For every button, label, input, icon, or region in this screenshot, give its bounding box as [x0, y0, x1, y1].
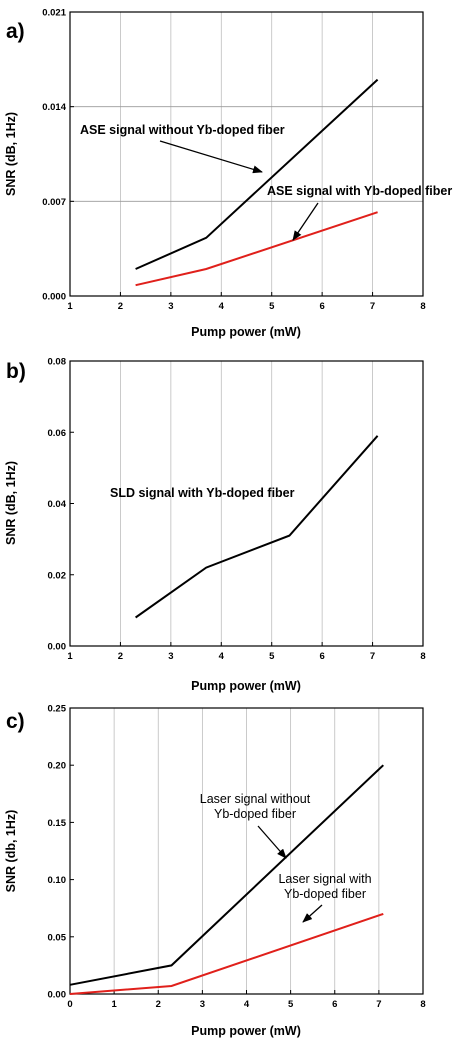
- panel-3-annotation-2-line: Laser signal with: [278, 872, 371, 886]
- panel-1-annotation-1: ASE signal without Yb-doped fiber: [80, 123, 285, 137]
- panel-1-annotation-1-arrow: [159, 140, 263, 174]
- panel-1-x-tick-label: 6: [319, 301, 324, 312]
- panel-3-y-tick-label: 0.15: [48, 818, 67, 829]
- panel-1-plot-frame: [69, 11, 424, 297]
- panel-2-x-axis-label: Pump power (mW): [191, 679, 301, 693]
- panel-3-x-tick-label: 2: [156, 999, 161, 1010]
- panel-3-annotation-1-line: Laser signal without: [200, 792, 311, 806]
- panel-1-y-tick-label: 0.014: [42, 102, 66, 113]
- panel-2-x-tick-label: 6: [319, 651, 324, 662]
- panel-2-y-tick-label: 0.00: [48, 642, 67, 653]
- panel-1-annotation-2: ASE signal with Yb-doped fiber: [267, 184, 452, 198]
- panel-3-x-tick-label: 0: [67, 999, 72, 1010]
- panel-3-x-tick-label: 6: [332, 999, 337, 1010]
- panel-2-y-tick-label: 0.02: [48, 570, 67, 581]
- panel-3-series-2-line: [69, 912, 384, 995]
- panel-3-y-tick-label: 0.20: [48, 761, 67, 772]
- panel-3-y-tick-label: 0.05: [48, 932, 67, 943]
- panel-2-y-tick-label: 0.04: [48, 499, 67, 510]
- panel-1-x-tick-label: 3: [168, 301, 173, 312]
- panel-1-annotation-2-arrow: [292, 202, 319, 241]
- panel-3-panel-label: c): [6, 710, 25, 733]
- panel-1-x-axis-label: Pump power (mW): [191, 325, 301, 339]
- panel-1-y-tick-label: 0.007: [42, 197, 66, 208]
- panel-3-annotation-2-line: Yb-doped fiber: [284, 887, 366, 901]
- panel-2-annotation-1: SLD signal with Yb-doped fiber: [110, 486, 295, 500]
- panel-3-x-axis-label: Pump power (mW): [191, 1024, 301, 1038]
- panel-2-y-axis-label: SNR (dB, 1Hz): [4, 461, 18, 545]
- panel-3-x-tick-label: 3: [200, 999, 205, 1010]
- panel-2-series-1-line: [135, 435, 379, 619]
- panel-3-y-axis-label: SNR (db, 1Hz): [4, 810, 18, 893]
- panel-2-panel-label: b): [6, 360, 26, 383]
- panel-2-x-tick-label: 4: [219, 651, 225, 662]
- panel-3: 0 1 2 3 4 5 6 7 8 0.00 0.05 0.10 0.15 0.20 0.25 Pump po…: [4, 704, 426, 1039]
- panel-3-series-1-line: [69, 764, 384, 986]
- panel-3-annotation-2-arrow: [302, 904, 323, 923]
- panel-3-x-tick-label: 5: [288, 999, 294, 1010]
- panel-2: 1 2 3 4 5 6 7 8 0.00 0.02 0.04 0.06 0.08 Pump power (…: [4, 357, 426, 694]
- panel-3-y-tick-label: 0.00: [48, 990, 67, 1001]
- panel-2-x-tick-label: 7: [370, 651, 375, 662]
- panel-3-x-tick-label: 4: [244, 999, 250, 1010]
- panel-2-plot-frame: [69, 360, 424, 647]
- panel-2-x-tick-label: 2: [118, 651, 123, 662]
- panel-3-annotation-2: Laser signal with Yb-doped fiber: [278, 872, 371, 901]
- panel-1-y-tick-label: 0.021: [42, 8, 66, 19]
- panel-1-x-tick-label: 4: [219, 301, 225, 312]
- panel-1-x-tick-label: 2: [118, 301, 123, 312]
- panel-2-x-tick-label: 3: [168, 651, 173, 662]
- panel-2-y-tick-label: 0.06: [48, 428, 67, 439]
- panel-3-annotation-1-line: Yb-doped fiber: [214, 807, 296, 821]
- panel-1-panel-label: a): [6, 20, 25, 43]
- panel-3-y-tick-label: 0.25: [48, 704, 67, 715]
- panel-3-x-tick-label: 8: [420, 999, 425, 1010]
- panel-2-y-tick-label: 0.08: [48, 357, 67, 368]
- panel-3-x-tick-label: 1: [111, 999, 117, 1010]
- panel-2-x-tick-label: 5: [269, 651, 275, 662]
- panel-3-annotation-1-arrow: [257, 825, 287, 859]
- panel-2-x-tick-label: 8: [420, 651, 425, 662]
- panel-3-annotation-1: Laser signal without Yb-doped fiber: [200, 792, 311, 821]
- panel-1: 1 2 3 4 5 6 7 8 0.000 0.007 0.014 0.021 Pump power (…: [4, 8, 452, 340]
- panel-1-series-1-line: [135, 78, 379, 270]
- panel-2-x-tick-label: 1: [67, 651, 73, 662]
- panel-1-y-tick-label: 0.000: [42, 292, 66, 303]
- panel-1-x-tick-label: 1: [67, 301, 73, 312]
- panel-3-y-tick-label: 0.10: [48, 875, 67, 886]
- panel-1-x-tick-label: 5: [269, 301, 275, 312]
- panel-1-series-2-line: [135, 211, 378, 287]
- panel-1-x-tick-label: 8: [420, 301, 425, 312]
- panel-1-x-tick-label: 7: [370, 301, 375, 312]
- panel-1-y-axis-label: SNR (dB, 1Hz): [4, 112, 18, 196]
- panel-3-x-tick-label: 7: [376, 999, 381, 1010]
